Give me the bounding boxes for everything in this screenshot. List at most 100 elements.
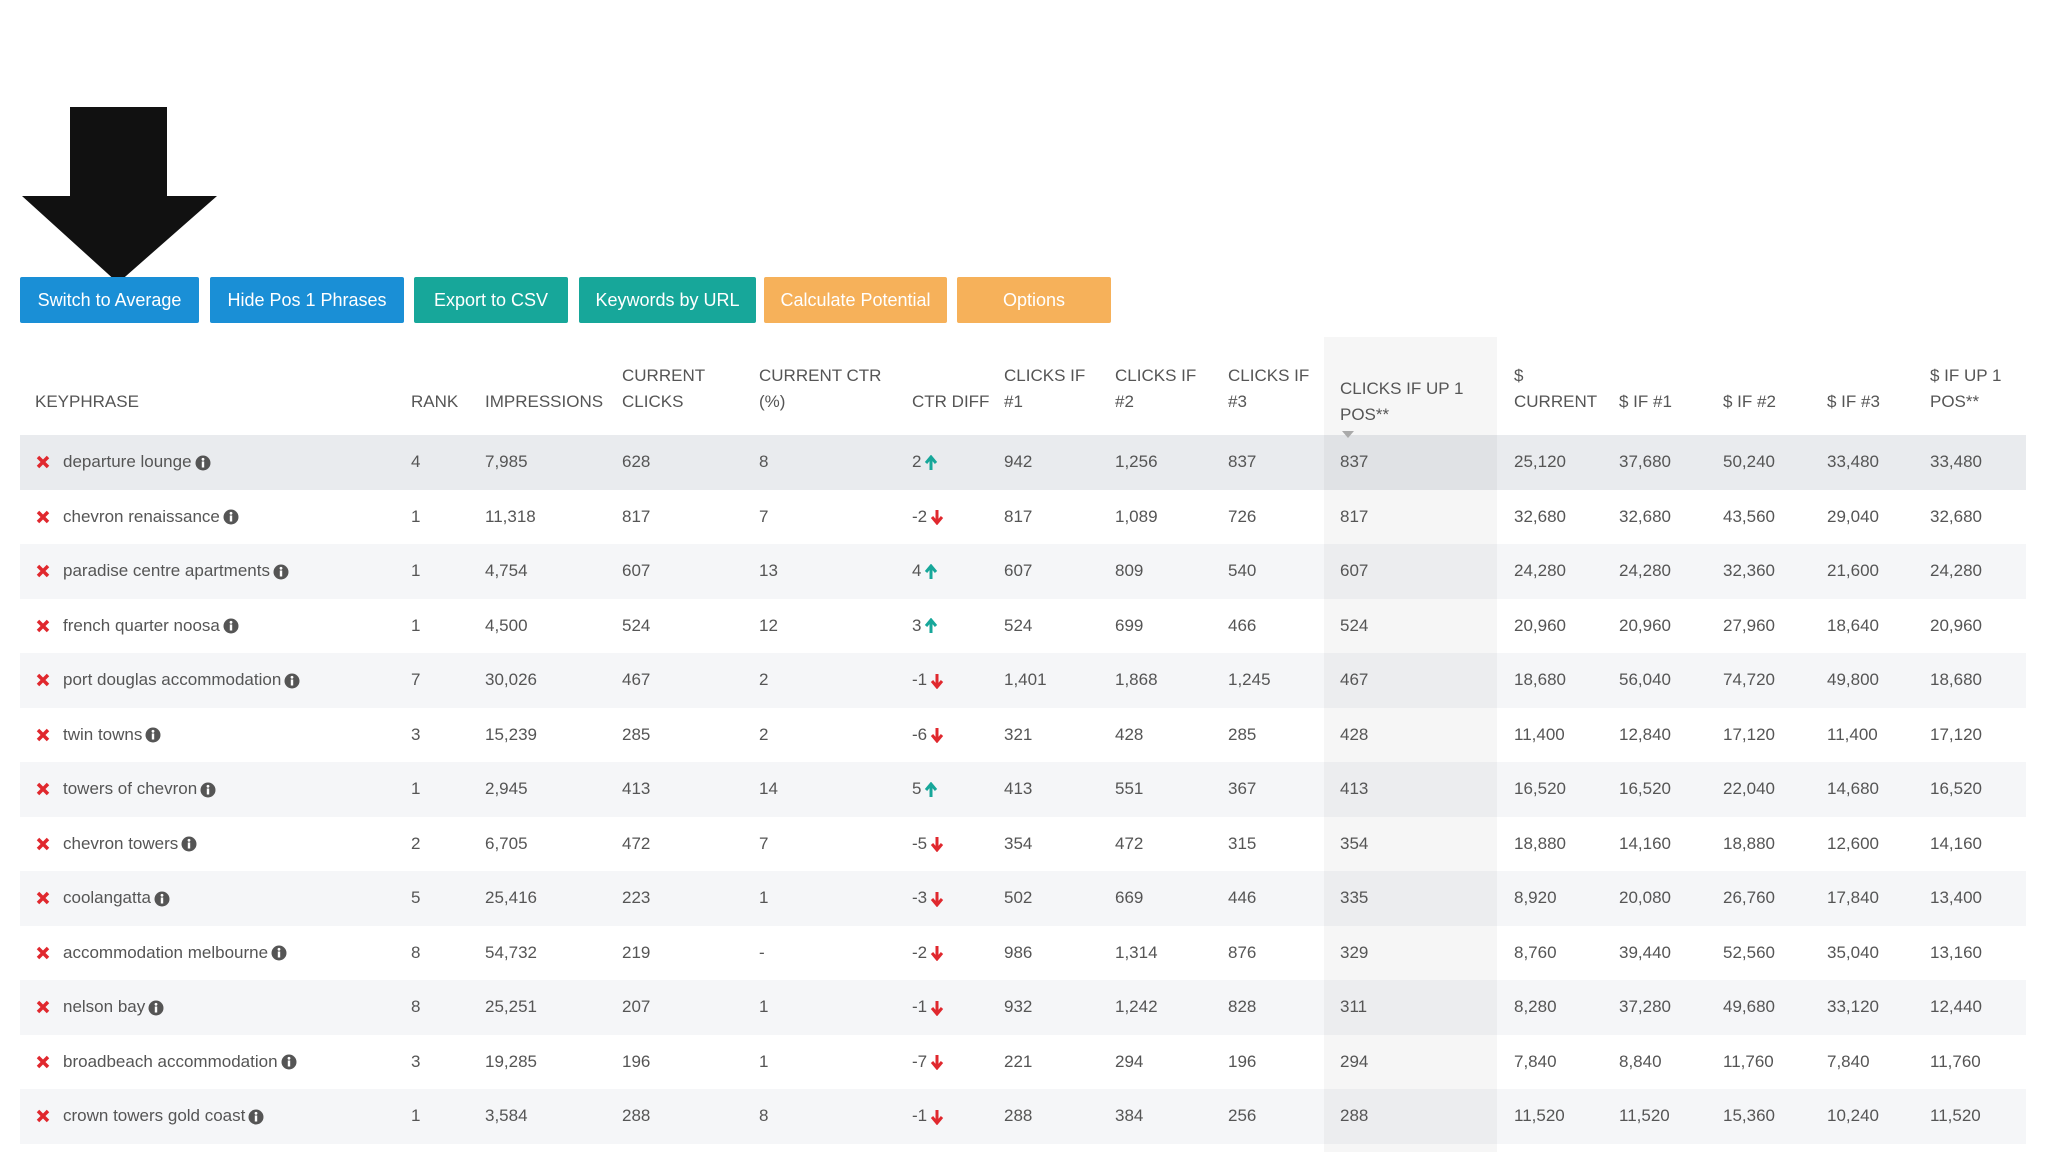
table-cell: 13,160 (1930, 926, 1982, 981)
keyphrase-cell[interactable]: coolangatta (63, 871, 170, 926)
table-cell: 3 (411, 708, 420, 763)
keyphrase[interactable]: accommodation melbourne (63, 942, 269, 962)
ctr-up-arrow (925, 563, 938, 579)
column-header[interactable]: CLICKS IF UP 1 POS** (1340, 337, 1480, 442)
cell-value: 32,360 (1723, 561, 1775, 580)
table-cell: 11,318 (485, 490, 536, 545)
column-header-label[interactable]: IMPRESSIONS (485, 392, 604, 411)
column-header[interactable]: CLICKS IF #1 (1004, 337, 1104, 415)
keyphrase-cell[interactable]: port douglas accommodation (63, 653, 300, 708)
column-header-label[interactable]: KEYPHRASE (35, 392, 139, 411)
keyphrase[interactable]: french quarter noosa (63, 615, 220, 635)
keyphrase[interactable]: chevron towers (63, 833, 179, 853)
table-cell: 20,080 (1619, 871, 1671, 926)
cell-value: 15,239 (485, 724, 537, 744)
column-header[interactable]: $ CURRENT (1514, 337, 1609, 415)
keyphrase-cell[interactable]: crown towers gold coast (63, 1089, 264, 1144)
column-header-label[interactable]: $ IF #1 (1619, 392, 1672, 411)
cell-value: 25,251 (485, 997, 537, 1016)
keyphrase-cell[interactable]: nelson bay (63, 980, 164, 1035)
cell-value: 828 (1228, 997, 1257, 1016)
keyphrase[interactable]: crown towers gold coast (63, 1106, 246, 1125)
column-header-label[interactable]: CURRENT CLICKS (622, 366, 705, 411)
toolbar-button[interactable]: Export to CSV (414, 277, 568, 323)
cell-value: 52,560 (1723, 942, 1775, 962)
table-cell: 11,760 (1930, 1035, 1981, 1090)
keyphrase-cell[interactable]: accommodation melbourne (63, 926, 287, 981)
keyphrase-cell[interactable]: chevron towers (63, 817, 197, 872)
toolbar-button[interactable]: Calculate Potential (764, 277, 947, 323)
column-header[interactable]: $ IF #1 (1619, 337, 1714, 415)
table-cell: -1 (912, 1089, 944, 1144)
table-cell: 14,160 (1930, 817, 1982, 872)
cell-value: 3 (912, 615, 922, 635)
column-header-label[interactable]: CLICKS IF #1 (1004, 366, 1086, 411)
table-cell: 24,280 (1514, 544, 1566, 599)
column-header[interactable]: RANK (411, 337, 481, 415)
keyphrase[interactable]: broadbeach accommodation (63, 1051, 278, 1071)
cell-value: 607 (1340, 561, 1369, 580)
table-cell: 7 (411, 653, 420, 708)
keyphrase-cell[interactable]: chevron renaissance (63, 490, 239, 545)
column-header[interactable]: $ IF #3 (1827, 337, 1922, 415)
column-header-label[interactable]: CLICKS IF #3 (1228, 366, 1310, 411)
keyphrase-cell[interactable]: departure lounge (63, 435, 211, 490)
cell-value: 24,280 (1930, 561, 1982, 580)
toolbar-button[interactable]: Switch to Average (20, 277, 199, 323)
cell-value: 22,040 (1723, 779, 1775, 798)
column-header-label[interactable]: CLICKS IF UP 1 POS** (1340, 379, 1464, 424)
keyphrase[interactable]: coolangatta (63, 888, 151, 907)
column-header[interactable]: CLICKS IF #3 (1228, 337, 1328, 415)
column-header-label[interactable]: $ IF #3 (1827, 392, 1880, 411)
column-header[interactable]: $ IF UP 1 POS** (1930, 337, 2025, 415)
cell-value: 4 (411, 452, 421, 471)
keyphrase-cell[interactable]: broadbeach accommodation (63, 1035, 297, 1090)
keyphrase[interactable]: departure lounge (63, 452, 192, 471)
table-cell: 11,760 (1723, 1035, 1774, 1090)
column-header-label[interactable]: CURRENT CTR (%) (759, 366, 882, 411)
table-cell: 466 (1228, 599, 1256, 654)
keyphrase[interactable]: twin towns (63, 724, 143, 744)
keyphrase-cell[interactable]: twin towns (63, 708, 161, 763)
toolbar-button[interactable]: Keywords by URL (579, 277, 756, 323)
cell-value: 876 (1228, 942, 1257, 962)
keyphrase[interactable]: chevron renaissance (63, 506, 220, 526)
cell-value: 7 (759, 506, 769, 526)
table-cell: 196 (622, 1035, 650, 1090)
column-header-label[interactable]: $ IF #2 (1723, 392, 1776, 411)
keyphrase-cell[interactable]: paradise centre apartments (63, 544, 289, 599)
keyphrase[interactable]: towers of chevron (63, 779, 198, 798)
table-cell: 33,480 (1827, 435, 1879, 490)
table-cell: 321 (1004, 708, 1032, 763)
cell-value: 329 (1340, 942, 1369, 962)
keyphrase[interactable]: paradise centre apartments (63, 561, 270, 580)
keyphrase-cell[interactable]: towers of chevron (63, 762, 216, 817)
table-cell: 1 (759, 1035, 768, 1090)
table-cell: 472 (622, 817, 650, 872)
cell-value: 14 (759, 779, 778, 798)
toolbar-button[interactable]: Hide Pos 1 Phrases (210, 277, 404, 323)
cell-value: 37,680 (1619, 452, 1671, 471)
table-cell: 18,680 (1514, 653, 1566, 708)
column-header-label[interactable]: CLICKS IF #2 (1115, 366, 1197, 411)
cell-value: 2,945 (485, 779, 528, 798)
column-header[interactable]: CLICKS IF #2 (1115, 337, 1215, 415)
table-cell: 74,720 (1723, 653, 1775, 708)
cell-value: 288 (1004, 1106, 1033, 1125)
column-header[interactable]: $ IF #2 (1723, 337, 1818, 415)
toolbar-button[interactable]: Options (957, 277, 1111, 323)
keyphrase[interactable]: nelson bay (63, 997, 146, 1016)
column-header-label[interactable]: $ CURRENT (1514, 366, 1598, 411)
column-header[interactable]: IMPRESSIONS (485, 337, 615, 415)
column-header[interactable]: CURRENT CLICKS (622, 337, 742, 415)
column-header-label[interactable]: $ IF UP 1 POS** (1930, 366, 2002, 411)
keyphrase-cell[interactable]: french quarter noosa (63, 599, 239, 654)
keyphrase[interactable]: port douglas accommodation (63, 670, 282, 689)
column-header[interactable]: KEYPHRASE (35, 337, 335, 415)
column-header[interactable]: CURRENT CTR (%) (759, 337, 899, 415)
column-header[interactable]: CTR DIFF (912, 337, 992, 415)
column-header-label[interactable]: RANK (411, 392, 459, 411)
column-header-label[interactable]: CTR DIFF (912, 392, 990, 411)
table-cell: 11,520 (1619, 1089, 1670, 1144)
cell-value: 4 (912, 561, 922, 580)
